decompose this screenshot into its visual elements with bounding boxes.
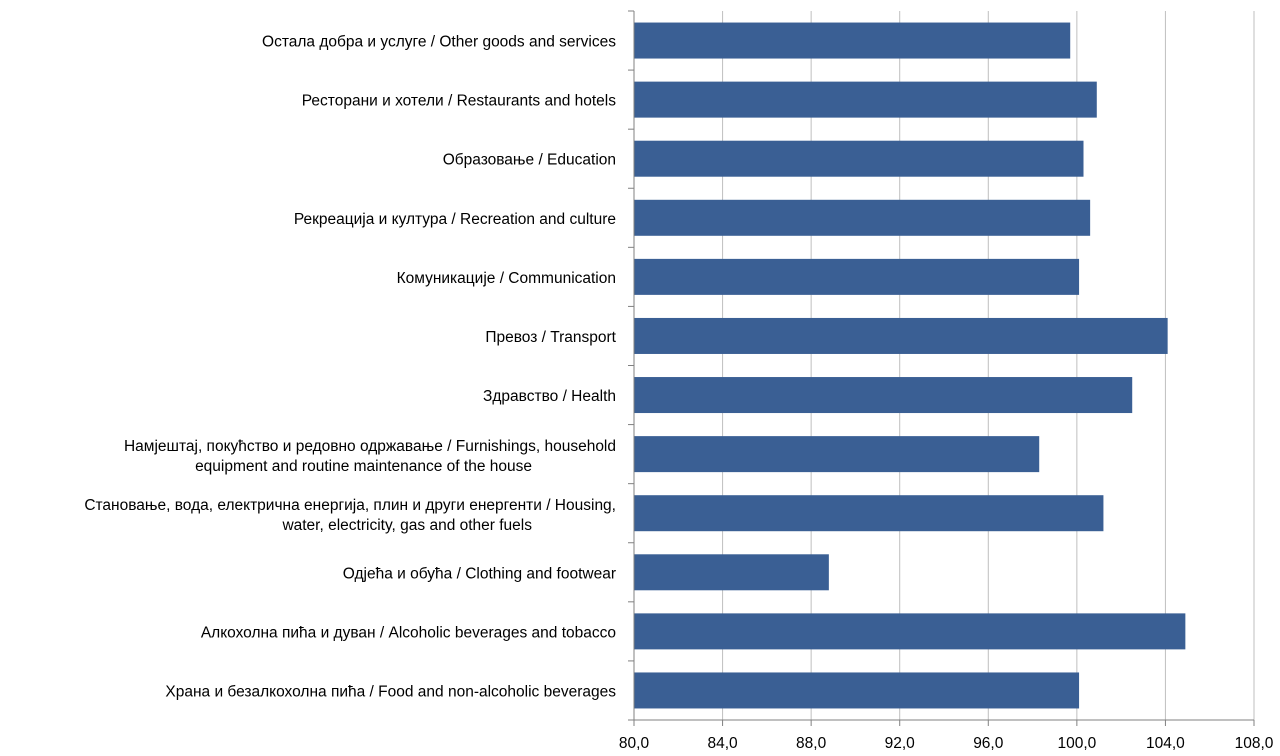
category-label-en: / Health: [558, 388, 616, 405]
category-label-local: Становање, вода, електрична енергија, пл…: [84, 497, 542, 514]
category-label-line2: equipment and routine maintenance of the…: [195, 458, 532, 475]
category-label-local: Храна и безалкохолна пића: [165, 683, 365, 700]
category-label-en: / Housing,: [542, 497, 616, 514]
bar: [634, 22, 1071, 59]
category-label-local: Ресторани и хотели: [302, 93, 444, 110]
bar: [634, 672, 1080, 709]
category-label: Храна и безалкохолна пића / Food and non…: [165, 683, 616, 700]
bar: [634, 554, 829, 591]
bars: [634, 22, 1186, 709]
category-label: Одјећа и обућа / Clothing and footwear: [343, 565, 616, 582]
category-label: Становање, вода, електрична енергија, пл…: [84, 497, 616, 514]
bar: [634, 495, 1104, 532]
x-tick-label: 108,0: [1235, 735, 1274, 752]
x-tick-label: 88,0: [796, 735, 827, 752]
category-label-local: Одјећа и обућа: [343, 565, 453, 582]
x-tick-label: 92,0: [885, 735, 916, 752]
category-label-en: / Recreation and culture: [447, 211, 616, 228]
category-label: Намјештај, покућство и редовно одржавање…: [124, 438, 616, 455]
category-label-local: Алкохолна пића и дуван: [201, 624, 376, 641]
category-label: Ресторани и хотели / Restaurants and hot…: [302, 93, 616, 110]
category-label-en: / Transport: [537, 329, 616, 346]
bar: [634, 377, 1133, 414]
category-label-en: / Clothing and footwear: [452, 565, 616, 582]
bar: [634, 199, 1091, 236]
bar: [634, 317, 1168, 354]
category-label-en: / Furnishings, household: [443, 438, 616, 455]
category-label-local: Здравство: [483, 388, 558, 405]
bar: [634, 258, 1080, 295]
category-label: Образовање / Education: [443, 152, 616, 169]
bar: [634, 436, 1040, 473]
category-label-local: Образовање: [443, 152, 534, 169]
category-label: Превоз / Transport: [485, 329, 616, 346]
bar: [634, 613, 1186, 650]
category-label: Остала добра и услуге / Other goods and …: [262, 34, 616, 51]
category-label-local: Намјештај, покућство и редовно одржавање: [124, 438, 443, 455]
category-label: Здравство / Health: [483, 388, 616, 405]
x-tick-label: 100,0: [1057, 735, 1096, 752]
category-label-local: Превоз: [485, 329, 537, 346]
gridlines: [722, 11, 1255, 720]
category-label: Комуникације / Communication: [397, 270, 616, 287]
category-label-local: Рекреација и култура: [294, 211, 448, 228]
x-tick-labels: 80,0 84,0 88,0 92,0 96,0 100,0 104,0 108,0: [619, 735, 1274, 752]
category-label-en: / Restaurants and hotels: [444, 93, 617, 110]
category-label-en: / Education: [534, 152, 616, 169]
category-label-line2: water, electricity, gas and other fuels: [281, 517, 532, 534]
category-label-en: / Food and non-alcoholic beverages: [365, 683, 616, 700]
x-tick-label: 104,0: [1146, 735, 1185, 752]
category-label: Алкохолна пића и дуван / Alcoholic bever…: [201, 624, 616, 641]
x-tick-label: 84,0: [707, 735, 738, 752]
x-tick-label: 96,0: [973, 735, 1004, 752]
bar: [634, 81, 1097, 118]
bar: [634, 140, 1084, 177]
category-label: Рекреација и култура / Recreation and cu…: [294, 211, 616, 228]
category-label-en: / Alcoholic beverages and tobacco: [376, 624, 616, 641]
x-tick-label: 80,0: [619, 735, 650, 752]
category-label-en: / Communication: [495, 270, 616, 287]
category-label-local: Комуникације: [397, 270, 496, 287]
category-labels: Остала добра и услуге / Other goods and …: [84, 34, 616, 701]
category-label-en: / Other goods and services: [426, 34, 616, 51]
axes: [628, 10, 1255, 726]
category-label-local: Остала добра и услуге: [262, 34, 426, 51]
